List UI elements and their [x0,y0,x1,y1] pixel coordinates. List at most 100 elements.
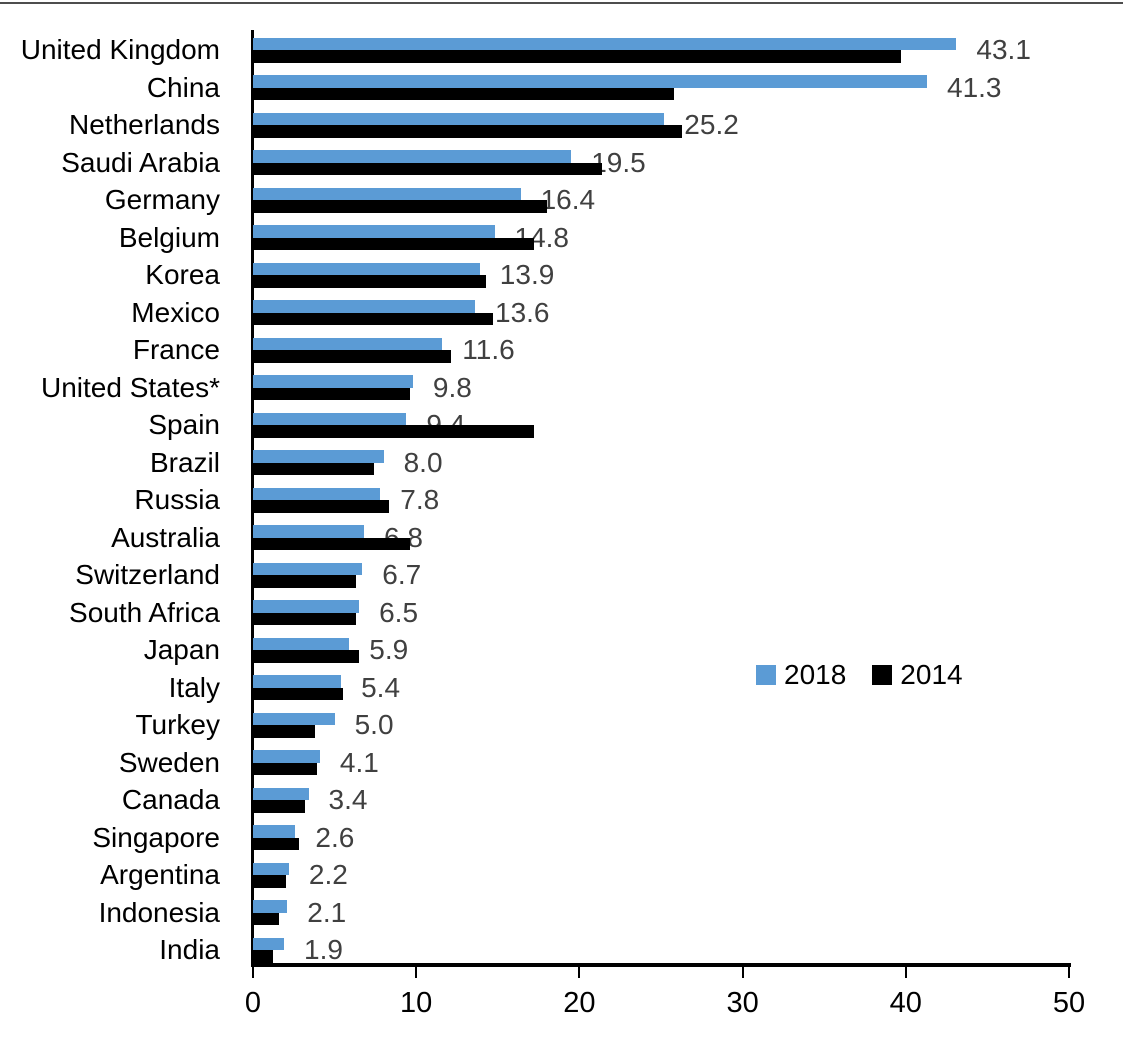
value-label: 6.5 [379,596,419,628]
legend-item-2014: 2014 [872,659,963,690]
bar-2018 [253,300,475,313]
category-label: Japan [143,634,220,665]
bar-2014 [253,50,901,63]
bar-2018 [253,37,957,50]
category-label: Italy [168,671,220,703]
category-label: Mexico [131,296,220,328]
bar-2014 [253,500,389,513]
value-label: 9.8 [432,371,472,403]
bar-2018 [253,262,480,275]
bar-2018 [253,750,320,763]
category-label: India [159,934,220,965]
bar-2018 [253,75,927,88]
value-label: 25.2 [684,109,739,140]
bar-2014 [253,612,356,625]
category-label: Russia [134,484,220,515]
bar-2018 [253,900,288,913]
category-label: France [132,334,220,365]
bar-2014 [253,87,675,100]
x-axis-tick [1068,967,1070,978]
category-label: Australia [111,521,220,553]
bar-2014 [253,125,683,138]
value-label: 5.0 [354,709,394,740]
category-label: Switzerland [75,559,220,590]
value-label: 8.0 [403,446,443,478]
category-label: Belgium [118,221,220,253]
bar-2014 [253,762,317,775]
category-label: Saudi Arabia [61,146,220,178]
value-label: 2.2 [308,859,348,890]
legend: 2018 2014 [756,659,963,690]
bar-2014 [253,687,343,700]
bar-2018 [253,412,407,425]
category-label: Canada [121,784,220,815]
bar-2018 [253,150,572,163]
bar-2014 [253,650,360,663]
value-label: 13.6 [495,296,550,328]
bar-2018 [253,937,284,950]
value-label: 13.9 [499,259,555,290]
legend-swatch-2014 [872,665,893,685]
value-label: 43.1 [976,34,1031,65]
value-label: 11.6 [462,334,515,365]
value-label: 41.3 [947,71,1002,103]
category-label: Singapore [92,821,220,853]
bar-2014 [253,162,603,175]
category-label: Brazil [149,446,220,478]
bar-2014 [253,237,534,250]
bar-2018 [253,787,309,800]
legend-item-2018: 2018 [756,661,846,689]
category-label: United States* [41,371,220,403]
y-axis-line [251,30,254,967]
category-label: South Africa [69,596,220,628]
bar-2014 [253,350,451,363]
value-label: 3.4 [328,784,368,815]
value-label: 5.9 [369,634,409,665]
bar-2018 [253,187,521,200]
bar-2018 [253,487,381,500]
x-axis-tick [252,967,254,978]
bar-2018 [253,225,495,238]
x-axis-line [251,963,1071,967]
x-axis-tick [415,967,418,978]
x-axis-tick [741,967,744,978]
bar-2018 [253,375,413,388]
bar-2018 [253,675,342,688]
x-axis-tick-label: 20 [563,987,596,1019]
value-label: 16.4 [540,184,596,215]
value-label: 7.8 [400,484,440,515]
bar-2014 [253,912,280,925]
x-axis-tick-label: 50 [1052,987,1086,1019]
x-axis-tick-label: 40 [889,987,922,1019]
value-label: 5.4 [361,671,401,703]
bar-2014 [253,275,487,288]
category-label: Turkey [135,709,220,740]
bar-2018 [253,825,296,838]
bar-2014 [253,837,299,850]
bar-2014 [253,312,493,325]
bar-2014 [253,575,356,588]
legend-label-2014: 2014 [900,659,963,690]
figure-top-border [0,2,1123,4]
bar-2018 [253,712,335,725]
category-label: China [146,71,220,103]
value-label: 6.7 [382,559,422,590]
value-label: 2.6 [315,821,355,853]
category-label: Netherlands [69,109,220,140]
bar-2014 [253,950,273,963]
bar-2014 [253,725,315,738]
bar-2018 [253,637,350,650]
value-label: 1.9 [304,934,343,965]
bar-2018 [253,562,363,575]
value-label: 2.1 [307,896,347,928]
bar-2018 [253,525,364,538]
x-axis-tick-label: 30 [726,987,759,1019]
bar-2014 [253,462,374,475]
bar-2014 [253,800,306,813]
category-label: Sweden [118,746,220,778]
x-axis-tick [904,967,907,978]
bar-2018 [253,600,360,613]
category-label: Korea [145,259,220,290]
bar-2014 [253,200,547,213]
